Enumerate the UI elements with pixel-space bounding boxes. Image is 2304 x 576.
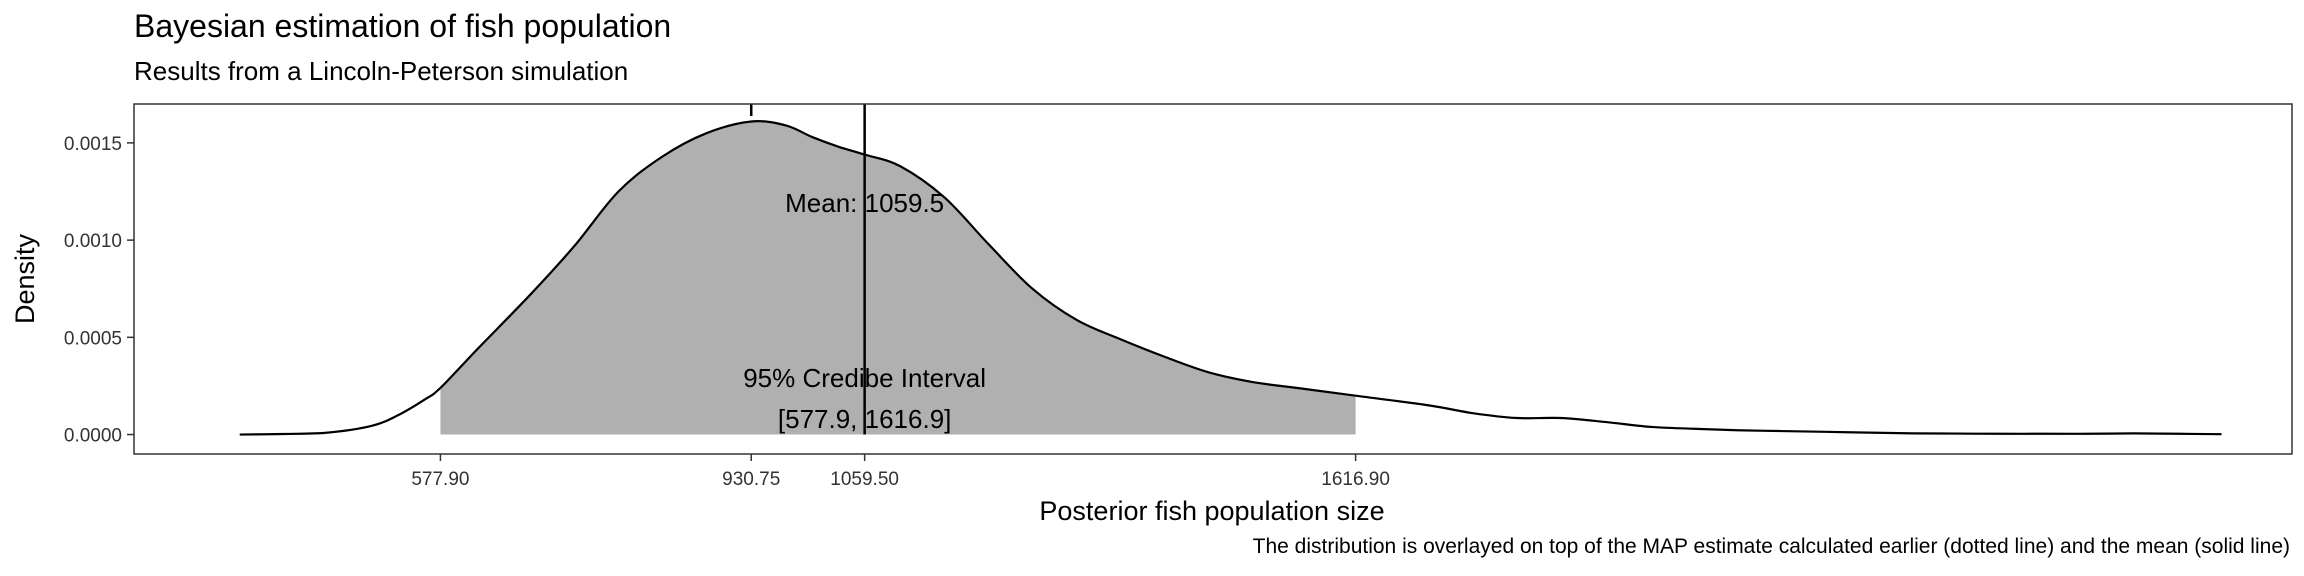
x-tick-label: 930.75 [722, 469, 780, 490]
x-tick-label: 1616.90 [1321, 469, 1390, 490]
x-tick-label: 577.90 [411, 469, 469, 490]
chart-caption: The distribution is overlayed on top of … [1252, 535, 2290, 558]
annotation-label: [577.9, 1616.9] [778, 404, 951, 434]
y-tick-label: 0.0015 [64, 134, 122, 155]
credible-interval-area [440, 121, 1356, 435]
chart-title: Bayesian estimation of fish population [134, 8, 672, 44]
x-axis-title: Posterior fish population size [1039, 496, 1384, 526]
y-axis-title: Density [10, 233, 40, 324]
annotation-label: Mean: 1059.5 [785, 188, 944, 218]
plot-panel-border [133, 103, 2293, 455]
x-tick-label: 1059.50 [830, 469, 899, 490]
density-curve [239, 120, 2222, 436]
chart-subtitle: Results from a Lincoln-Peterson simulati… [134, 56, 629, 86]
y-tick-label: 0.0000 [64, 426, 122, 447]
y-tick-label: 0.0010 [64, 231, 122, 252]
annotation-label: 95% Credibe Interval [743, 363, 986, 393]
y-tick-label: 0.0005 [64, 328, 122, 349]
